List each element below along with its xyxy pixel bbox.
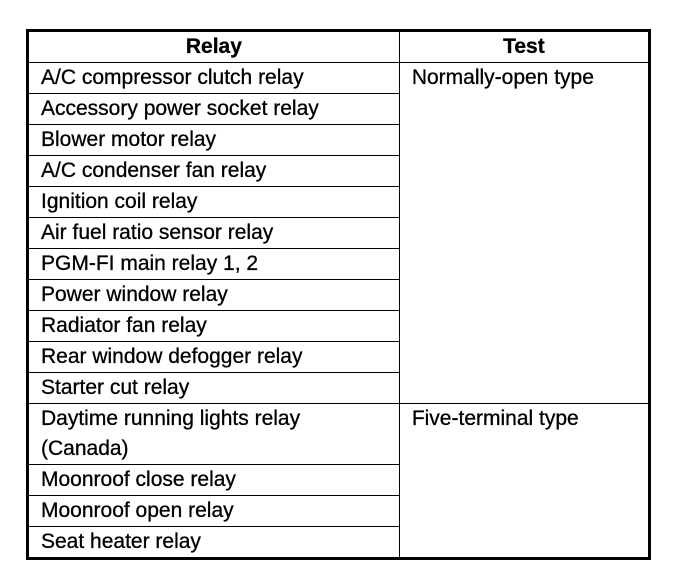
table-row: Moonroof close relay [27, 464, 650, 496]
table-row: PGM-FI main relay 1, 2 [27, 248, 650, 280]
relay-cell: A/C compressor clutch relay [27, 62, 400, 94]
test-cell: Five-terminal type [398, 403, 651, 559]
table-row: Accessory power socket relay [27, 93, 650, 125]
relay-cell: Seat heater relay [27, 526, 400, 559]
test-cell: Normally-open type [398, 62, 651, 404]
table-row: Seat heater relay [27, 526, 650, 559]
table-row: Starter cut relay [27, 372, 650, 404]
table-row: Power window relay [27, 279, 650, 311]
relay-cell: Moonroof close relay [27, 464, 400, 496]
relay-test-table: Relay Test A/C compressor clutch relay No… [26, 29, 651, 560]
table-row: Blower motor relay [27, 124, 650, 156]
relay-cell: Air fuel ratio sensor relay [27, 217, 400, 249]
table-row: Moonroof open relay [27, 495, 650, 527]
relay-cell: A/C condenser fan relay [27, 155, 400, 187]
header-test: Test [398, 30, 651, 63]
relay-cell: Blower motor relay [27, 124, 400, 156]
relay-cell: Daytime running lights relay (Canada) [27, 403, 400, 465]
relay-cell: Moonroof open relay [27, 495, 400, 527]
table-row: Rear window defogger relay [27, 341, 650, 373]
table-row: Ignition coil relay [27, 186, 650, 218]
header-row: Relay Test [27, 30, 651, 63]
relay-cell: PGM-FI main relay 1, 2 [27, 248, 400, 280]
table-row: A/C compressor clutch relay Normally-open… [27, 62, 651, 404]
table-row: Daytime running lights relay (Canada) Fiv… [27, 403, 651, 559]
relay-cell: Accessory power socket relay [27, 93, 400, 125]
header-relay: Relay [27, 30, 400, 63]
table-row: Air fuel ratio sensor relay [27, 217, 650, 249]
relay-cell: Radiator fan relay [27, 310, 400, 342]
relay-cell: Rear window defogger relay [27, 341, 400, 373]
relay-cell: Power window relay [27, 279, 400, 311]
table-row: Radiator fan relay [27, 310, 650, 342]
relay-cell: Starter cut relay [27, 372, 400, 404]
relay-cell: Ignition coil relay [27, 186, 400, 218]
